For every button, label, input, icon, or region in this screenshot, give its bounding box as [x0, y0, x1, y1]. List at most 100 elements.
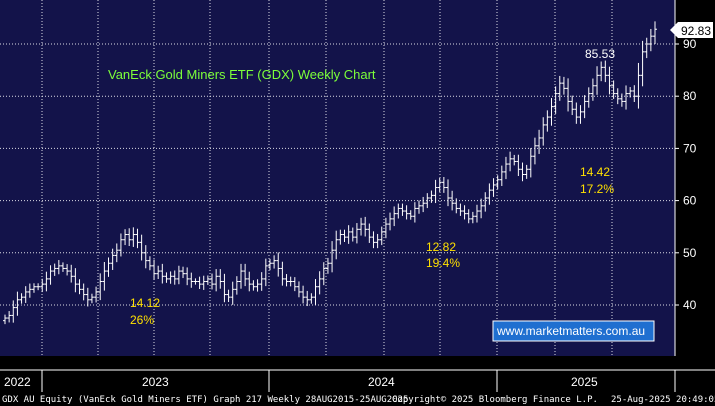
- price-bar: [334, 230, 339, 260]
- price-bar: [516, 154, 521, 177]
- price-bar: [429, 190, 434, 203]
- price-bar: [139, 234, 144, 261]
- price-bar: [218, 269, 223, 289]
- price-bar: [371, 231, 376, 249]
- x-tick-label: 2024: [368, 375, 395, 389]
- price-bar: [615, 88, 620, 105]
- price-bar: [632, 85, 637, 102]
- price-bar: [114, 243, 119, 263]
- price-bar: [379, 226, 384, 246]
- price-bar: [181, 266, 186, 279]
- price-bar: [106, 257, 111, 277]
- price-bar: [123, 229, 128, 246]
- price-bar: [354, 223, 359, 244]
- price-bar: [263, 258, 268, 287]
- x-tick-label: 2025: [571, 375, 598, 389]
- price-bar: [603, 60, 608, 83]
- price-bar: [441, 177, 446, 193]
- price-bar: [288, 276, 293, 287]
- price-bar: [276, 252, 281, 277]
- price-bar: [280, 261, 285, 286]
- price-bar: [185, 267, 190, 286]
- price-bar: [65, 264, 70, 276]
- price-bar: [644, 37, 649, 59]
- price-bar: [19, 293, 24, 304]
- price-bar: [400, 203, 405, 216]
- price-bar: [532, 137, 537, 165]
- price-bar: [528, 148, 533, 178]
- price-bar: [508, 151, 513, 172]
- y-axis: 40 50 60 70 80 90: [675, 37, 697, 312]
- price-bar: [284, 274, 289, 287]
- price-bar: [296, 281, 301, 298]
- price-bar: [653, 21, 657, 44]
- price-bar: [537, 129, 542, 154]
- price-bar: [247, 271, 252, 292]
- annotation-2-value: 12.82: [426, 240, 456, 254]
- price-bar: [557, 75, 562, 101]
- chart-title: VanEck Gold Miners ETF (GDX) Weekly Char…: [108, 67, 376, 82]
- price-bar: [201, 275, 206, 290]
- price-bar: [437, 177, 442, 192]
- price-bar: [636, 62, 641, 109]
- price-bar: [292, 277, 297, 292]
- price-bars: [3, 21, 657, 325]
- price-bar: [512, 154, 517, 166]
- price-bar: [566, 78, 571, 112]
- price-bar: [570, 95, 575, 116]
- price-bar: [168, 271, 173, 284]
- price-bar: [425, 193, 430, 209]
- price-bar: [317, 271, 322, 295]
- price-bar: [255, 279, 260, 292]
- price-bar: [346, 225, 351, 244]
- price-bar: [466, 209, 471, 224]
- price-bar: [383, 217, 388, 239]
- price-bar: [470, 211, 475, 224]
- watermark-box: www.marketmatters.com.au: [492, 320, 655, 342]
- price-bar: [421, 196, 426, 213]
- price-bar: [367, 223, 372, 243]
- price-bar: [135, 228, 140, 249]
- price-bar: [143, 245, 148, 269]
- price-bar: [313, 279, 318, 305]
- price-bar: [172, 270, 177, 285]
- x-tick-label: 2022: [4, 375, 31, 389]
- price-bar: [48, 265, 53, 285]
- price-bar: [561, 76, 566, 95]
- price-bar: [234, 276, 239, 295]
- price-bar: [325, 257, 330, 274]
- annotation-3-value: 14.42: [580, 165, 610, 179]
- price-bar: [259, 272, 264, 291]
- price-bar: [301, 285, 306, 304]
- price-bar: [619, 93, 624, 107]
- price-bar: [392, 206, 397, 227]
- price-bar: [98, 273, 103, 301]
- price-bar: [628, 87, 633, 98]
- price-bar: [52, 263, 57, 276]
- price-bar: [160, 263, 165, 284]
- price-bar: [586, 87, 591, 108]
- price-bar: [541, 117, 546, 146]
- price-bar: [359, 217, 364, 236]
- price-bar: [499, 165, 504, 186]
- price-bar: [127, 228, 132, 247]
- price-bar: [491, 178, 496, 197]
- price-bar: [69, 264, 74, 283]
- price-bar: [607, 66, 612, 95]
- price-bar: [81, 283, 86, 301]
- price-bar: [147, 256, 152, 271]
- price-bar: [350, 227, 355, 242]
- price-bar: [31, 283, 36, 293]
- price-bar: [222, 273, 227, 303]
- price-bar: [342, 229, 347, 242]
- y-tick-label: 50: [683, 246, 697, 260]
- price-bar: [15, 291, 20, 316]
- price-bar: [23, 286, 28, 303]
- price-bar: [214, 269, 219, 292]
- price-bar: [624, 85, 629, 110]
- annotation-3-percent: 17.2%: [580, 182, 614, 196]
- price-bar: [267, 258, 272, 271]
- price-bar: [73, 268, 78, 293]
- price-bar: [238, 263, 243, 289]
- price-bar: [176, 265, 181, 285]
